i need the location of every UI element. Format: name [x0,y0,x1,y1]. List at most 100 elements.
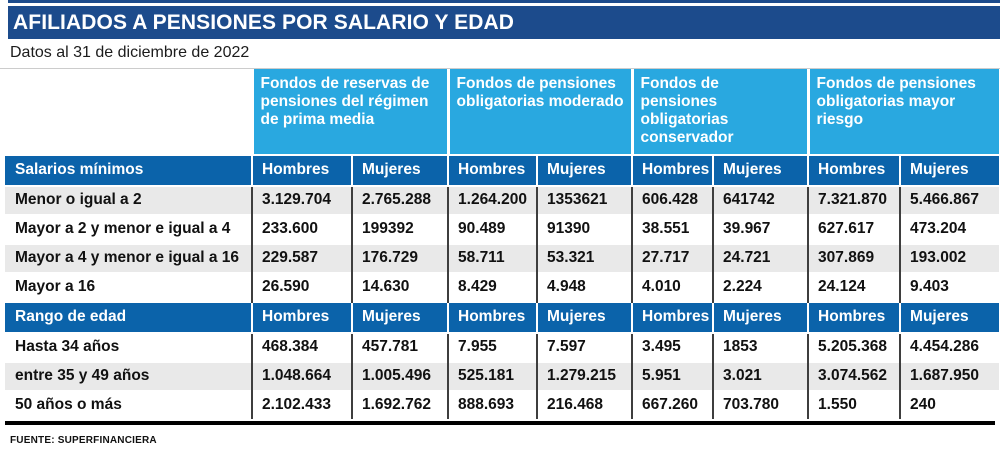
title-band: AFILIADOS A PENSIONES POR SALARIO Y EDAD [8,6,1000,39]
table-row: Mayor a 2 y menor e igual a 4 233.600 1993… [5,214,1000,244]
value-cell: 1853 [712,332,809,362]
value-cell: 3.074.562 [807,361,901,391]
value-cell: 233.600 [251,214,352,244]
value-cell: 457.781 [350,332,449,362]
value-cell: 229.587 [251,243,352,273]
value-cell: 5.205.368 [807,332,901,362]
subheader-mujeres: Mujeres [536,301,633,333]
pension-table: Fondos de reservas de pensiones del régi… [5,69,1000,419]
value-cell: 307.869 [807,243,901,273]
source-note: FUENTE: SUPERFINANCIERA [10,435,157,446]
subheader-hombres: Hombres [251,154,352,186]
value-cell: 4.948 [536,272,633,302]
value-cell: 627.617 [807,214,901,244]
value-cell: 888.693 [447,390,538,419]
value-cell: 4.454.286 [899,332,1000,362]
subheader-hombres: Hombres [447,154,538,186]
section-header-row: Rango de edad Hombres Mujeres Hombres Mujere… [5,301,1000,333]
table-row: Mayor a 4 y menor e igual a 16 229.587 176… [5,243,1000,273]
value-cell: 58.711 [447,243,538,273]
value-cell: 7.321.870 [807,185,901,215]
subheader-hombres: Hombres [251,301,352,333]
subheader-mujeres: Mujeres [899,301,1000,333]
value-cell: 4.010 [631,272,714,302]
value-cell: 468.384 [251,332,352,362]
value-cell: 9.403 [899,272,1000,302]
value-cell: 473.204 [899,214,1000,244]
row-label: Hasta 34 años [5,332,252,362]
section-header-row: Salarios mínimos Hombres Mujeres Hombres Muj… [5,154,1000,186]
value-cell: 525.181 [447,361,538,391]
table-row: 50 años o más 2.102.433 1.692.762 888.693 21… [5,390,1000,419]
value-cell: 39.967 [712,214,809,244]
corner-cell [5,69,252,155]
value-cell: 24.721 [712,243,809,273]
value-cell: 2.102.433 [251,390,352,419]
value-cell: 3.129.704 [251,185,352,215]
value-cell: 91390 [536,214,633,244]
bottom-rule [5,421,995,425]
value-cell: 1.692.762 [350,390,449,419]
subheader-hombres: Hombres [631,154,714,186]
subheader-mujeres: Mujeres [712,301,809,333]
value-cell: 7.955 [447,332,538,362]
value-cell: 199392 [350,214,449,244]
value-cell: 1.048.664 [251,361,352,391]
subheader-hombres: Hombres [447,301,538,333]
subheader-mujeres: Mujeres [899,154,1000,186]
table-body: Salarios mínimos Hombres Mujeres Hombres Muj… [5,154,1000,419]
value-cell: 14.630 [350,272,449,302]
subheader-mujeres: Mujeres [536,154,633,186]
section-label: Salarios mínimos [5,154,252,186]
table-row: Menor o igual a 2 3.129.704 2.765.288 1.264… [5,185,1000,215]
value-cell: 8.429 [447,272,538,302]
subheader-mujeres: Mujeres [350,154,449,186]
table-row: entre 35 y 49 años 1.048.664 1.005.496 525.… [5,361,1000,391]
row-label: 50 años o más [5,390,252,419]
row-label: Menor o igual a 2 [5,185,252,215]
group-header-1: Fondos de reservas de pensiones del régi… [250,69,449,155]
table-row: Hasta 34 años 468.384 457.781 7.955 7.597 3.4… [5,332,1000,362]
value-cell: 1.279.215 [536,361,633,391]
subheader-mujeres: Mujeres [712,154,809,186]
value-cell: 176.729 [350,243,449,273]
value-cell: 7.597 [536,332,633,362]
group-header-row: Fondos de reservas de pensiones del régi… [5,69,1000,155]
value-cell: 2.765.288 [350,185,449,215]
subheader-mujeres: Mujeres [350,301,449,333]
subheader-hombres: Hombres [631,301,714,333]
row-label: Mayor a 2 y menor e igual a 4 [5,214,252,244]
value-cell: 3.495 [631,332,714,362]
value-cell: 641742 [712,185,809,215]
value-cell: 1.264.200 [447,185,538,215]
value-cell: 703.780 [712,390,809,419]
subtitle: Datos al 31 de diciembre de 2022 [0,39,1000,69]
value-cell: 1.550 [807,390,901,419]
value-cell: 53.321 [536,243,633,273]
row-label: Mayor a 4 y menor e igual a 16 [5,243,252,273]
value-cell: 27.717 [631,243,714,273]
value-cell: 1353621 [536,185,633,215]
value-cell: 240 [899,390,1000,419]
row-label: Mayor a 16 [5,272,252,302]
subheader-hombres: Hombres [807,301,901,333]
top-rule [8,0,1000,3]
row-label: entre 35 y 49 años [5,361,252,391]
value-cell: 193.002 [899,243,1000,273]
page-title: AFILIADOS A PENSIONES POR SALARIO Y EDAD [13,10,515,34]
value-cell: 90.489 [447,214,538,244]
group-header-3: Fondos de pensiones obligatorias conserv… [630,69,809,155]
value-cell: 1.687.950 [899,361,1000,391]
value-cell: 2.224 [712,272,809,302]
value-cell: 24.124 [807,272,901,302]
table-row: Mayor a 16 26.590 14.630 8.429 4.948 4.010 2.2… [5,272,1000,302]
group-header-4: Fondos de pensiones obligatorias mayor r… [806,69,1000,155]
value-cell: 3.021 [712,361,809,391]
value-cell: 5.951 [631,361,714,391]
value-cell: 606.428 [631,185,714,215]
section-label: Rango de edad [5,301,252,333]
subheader-hombres: Hombres [807,154,901,186]
value-cell: 38.551 [631,214,714,244]
value-cell: 216.468 [536,390,633,419]
